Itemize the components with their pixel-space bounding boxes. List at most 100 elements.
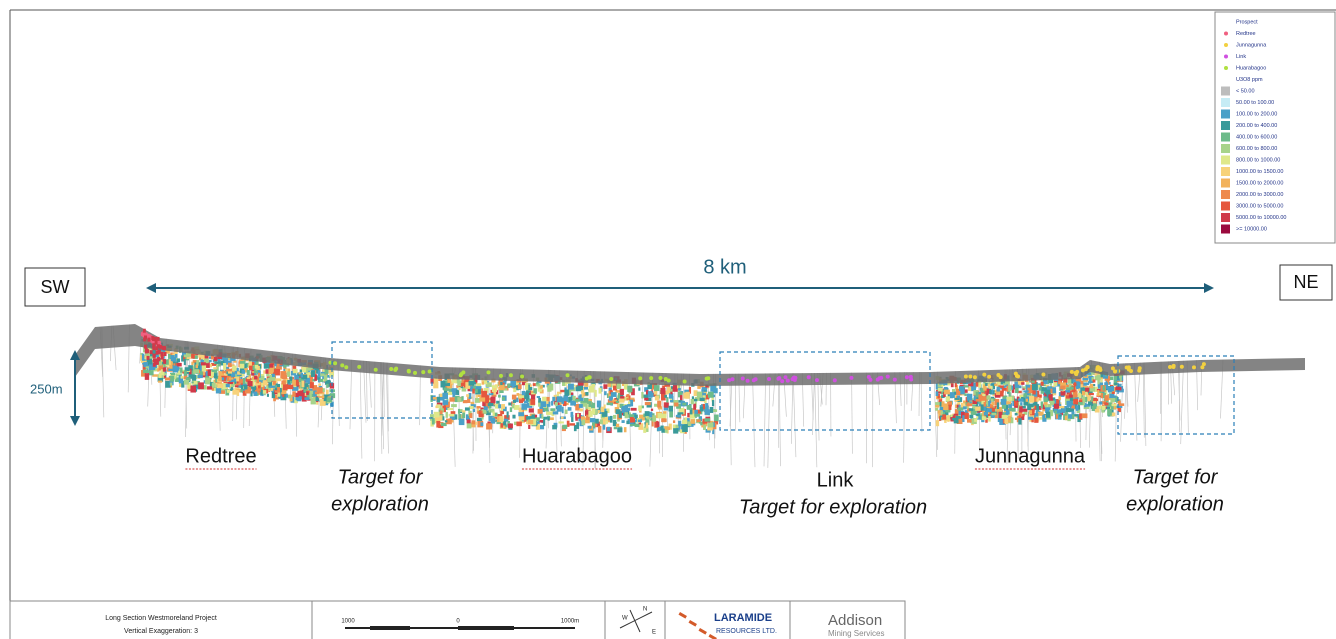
- logo-name: LARAMIDE: [714, 612, 772, 624]
- grade-blob: [311, 371, 315, 377]
- grade-blob: [694, 414, 700, 417]
- legend-label: >= 10000.00: [1236, 226, 1267, 232]
- grade-blob: [704, 409, 709, 415]
- grade-blob: [267, 378, 271, 382]
- grade-blob: [1023, 386, 1026, 388]
- annotation: exploration: [1126, 493, 1224, 515]
- grade-blob: [440, 381, 445, 388]
- grade-blob: [643, 395, 648, 398]
- grade-blob: [943, 403, 948, 410]
- grade-blob: [1021, 382, 1024, 385]
- grade-blob: [185, 367, 190, 371]
- grade-blob: [1102, 406, 1106, 410]
- grade-blob: [226, 369, 232, 372]
- grade-blob: [466, 394, 469, 397]
- grade-blob: [434, 412, 440, 418]
- grade-blob: [1029, 410, 1032, 414]
- grade-blob: [685, 392, 689, 399]
- grade-blob: [546, 411, 552, 414]
- grade-blob: [201, 362, 206, 365]
- prospect-dot: [394, 367, 398, 371]
- grade-blob: [661, 429, 664, 433]
- grade-blob: [161, 355, 164, 359]
- grade-blob: [318, 370, 320, 377]
- grade-blob: [152, 337, 155, 341]
- prospect-dot: [1180, 365, 1184, 369]
- grade-blob: [445, 420, 447, 422]
- grade-blob: [955, 383, 957, 387]
- grade-blob: [1079, 413, 1082, 419]
- grade-blob: [588, 426, 592, 429]
- grade-blob: [155, 341, 158, 345]
- grade-blob: [626, 421, 629, 425]
- grade-blob: [553, 411, 558, 414]
- legend-swatch: [1221, 202, 1230, 211]
- grade-blob: [540, 401, 546, 407]
- prospect-dot: [509, 373, 513, 377]
- grade-blob: [712, 400, 714, 406]
- prospect-dot: [1127, 367, 1131, 371]
- grade-blob: [978, 394, 982, 399]
- grade-blob: [627, 404, 631, 407]
- grade-blob: [226, 384, 230, 387]
- prospect-dot: [609, 377, 613, 381]
- prospect-dot: [1137, 369, 1141, 373]
- grade-blob: [190, 386, 196, 393]
- annotation: Junnagunna: [975, 445, 1086, 467]
- grade-blob: [281, 380, 285, 384]
- prospect-dot: [638, 376, 642, 380]
- logo-sub: Mining Services: [828, 629, 884, 638]
- grade-blob: [664, 426, 669, 429]
- grade-blob: [1008, 416, 1011, 423]
- grade-blob: [1036, 398, 1038, 401]
- grade-blob: [263, 370, 265, 373]
- scale-bar-block: [458, 626, 514, 630]
- grade-blob: [508, 403, 511, 406]
- annotation: exploration: [331, 493, 429, 515]
- grade-blob: [486, 423, 492, 429]
- grade-blob: [607, 427, 611, 431]
- grade-blob: [446, 412, 448, 418]
- prospect-dot: [833, 378, 837, 382]
- grade-blob: [558, 421, 563, 423]
- grade-blob: [658, 413, 662, 418]
- grade-blob: [526, 390, 530, 392]
- grade-blob: [499, 416, 503, 422]
- compass-label: W: [622, 616, 628, 622]
- grade-blob: [1041, 387, 1046, 391]
- grade-blob: [1005, 418, 1008, 424]
- grade-blob: [579, 394, 581, 398]
- grade-blob: [489, 408, 491, 412]
- grade-blob: [493, 388, 496, 395]
- prospect-dot: [667, 379, 671, 383]
- grade-blob: [524, 401, 528, 404]
- grade-blob: [247, 381, 252, 386]
- grade-blob: [471, 420, 475, 424]
- grade-blob: [552, 425, 557, 429]
- grade-blob: [645, 402, 651, 405]
- grade-blob: [588, 401, 591, 407]
- grade-blob: [253, 391, 257, 395]
- grade-blob: [543, 417, 547, 420]
- grade-blob: [664, 395, 666, 398]
- grade-blob: [579, 404, 583, 408]
- grade-blob: [1018, 418, 1021, 425]
- direction-right: NE: [1293, 272, 1318, 292]
- grade-blob: [989, 390, 991, 394]
- prospect-dot: [776, 377, 780, 381]
- grade-blob: [484, 380, 487, 384]
- prospect-dot: [486, 370, 490, 374]
- annotation: Target for: [338, 466, 424, 488]
- grade-blob: [700, 407, 703, 412]
- grade-blob: [951, 383, 954, 387]
- grade-blob: [957, 395, 960, 398]
- grade-blob: [462, 412, 465, 418]
- grade-blob: [1050, 389, 1052, 394]
- grade-blob: [947, 415, 949, 422]
- grade-blob: [654, 404, 657, 407]
- grade-blob: [959, 386, 964, 391]
- grade-blob: [479, 411, 482, 417]
- grade-blob: [1059, 406, 1065, 408]
- legend-label: Junnagunna: [1236, 42, 1267, 48]
- grade-blob: [458, 387, 460, 390]
